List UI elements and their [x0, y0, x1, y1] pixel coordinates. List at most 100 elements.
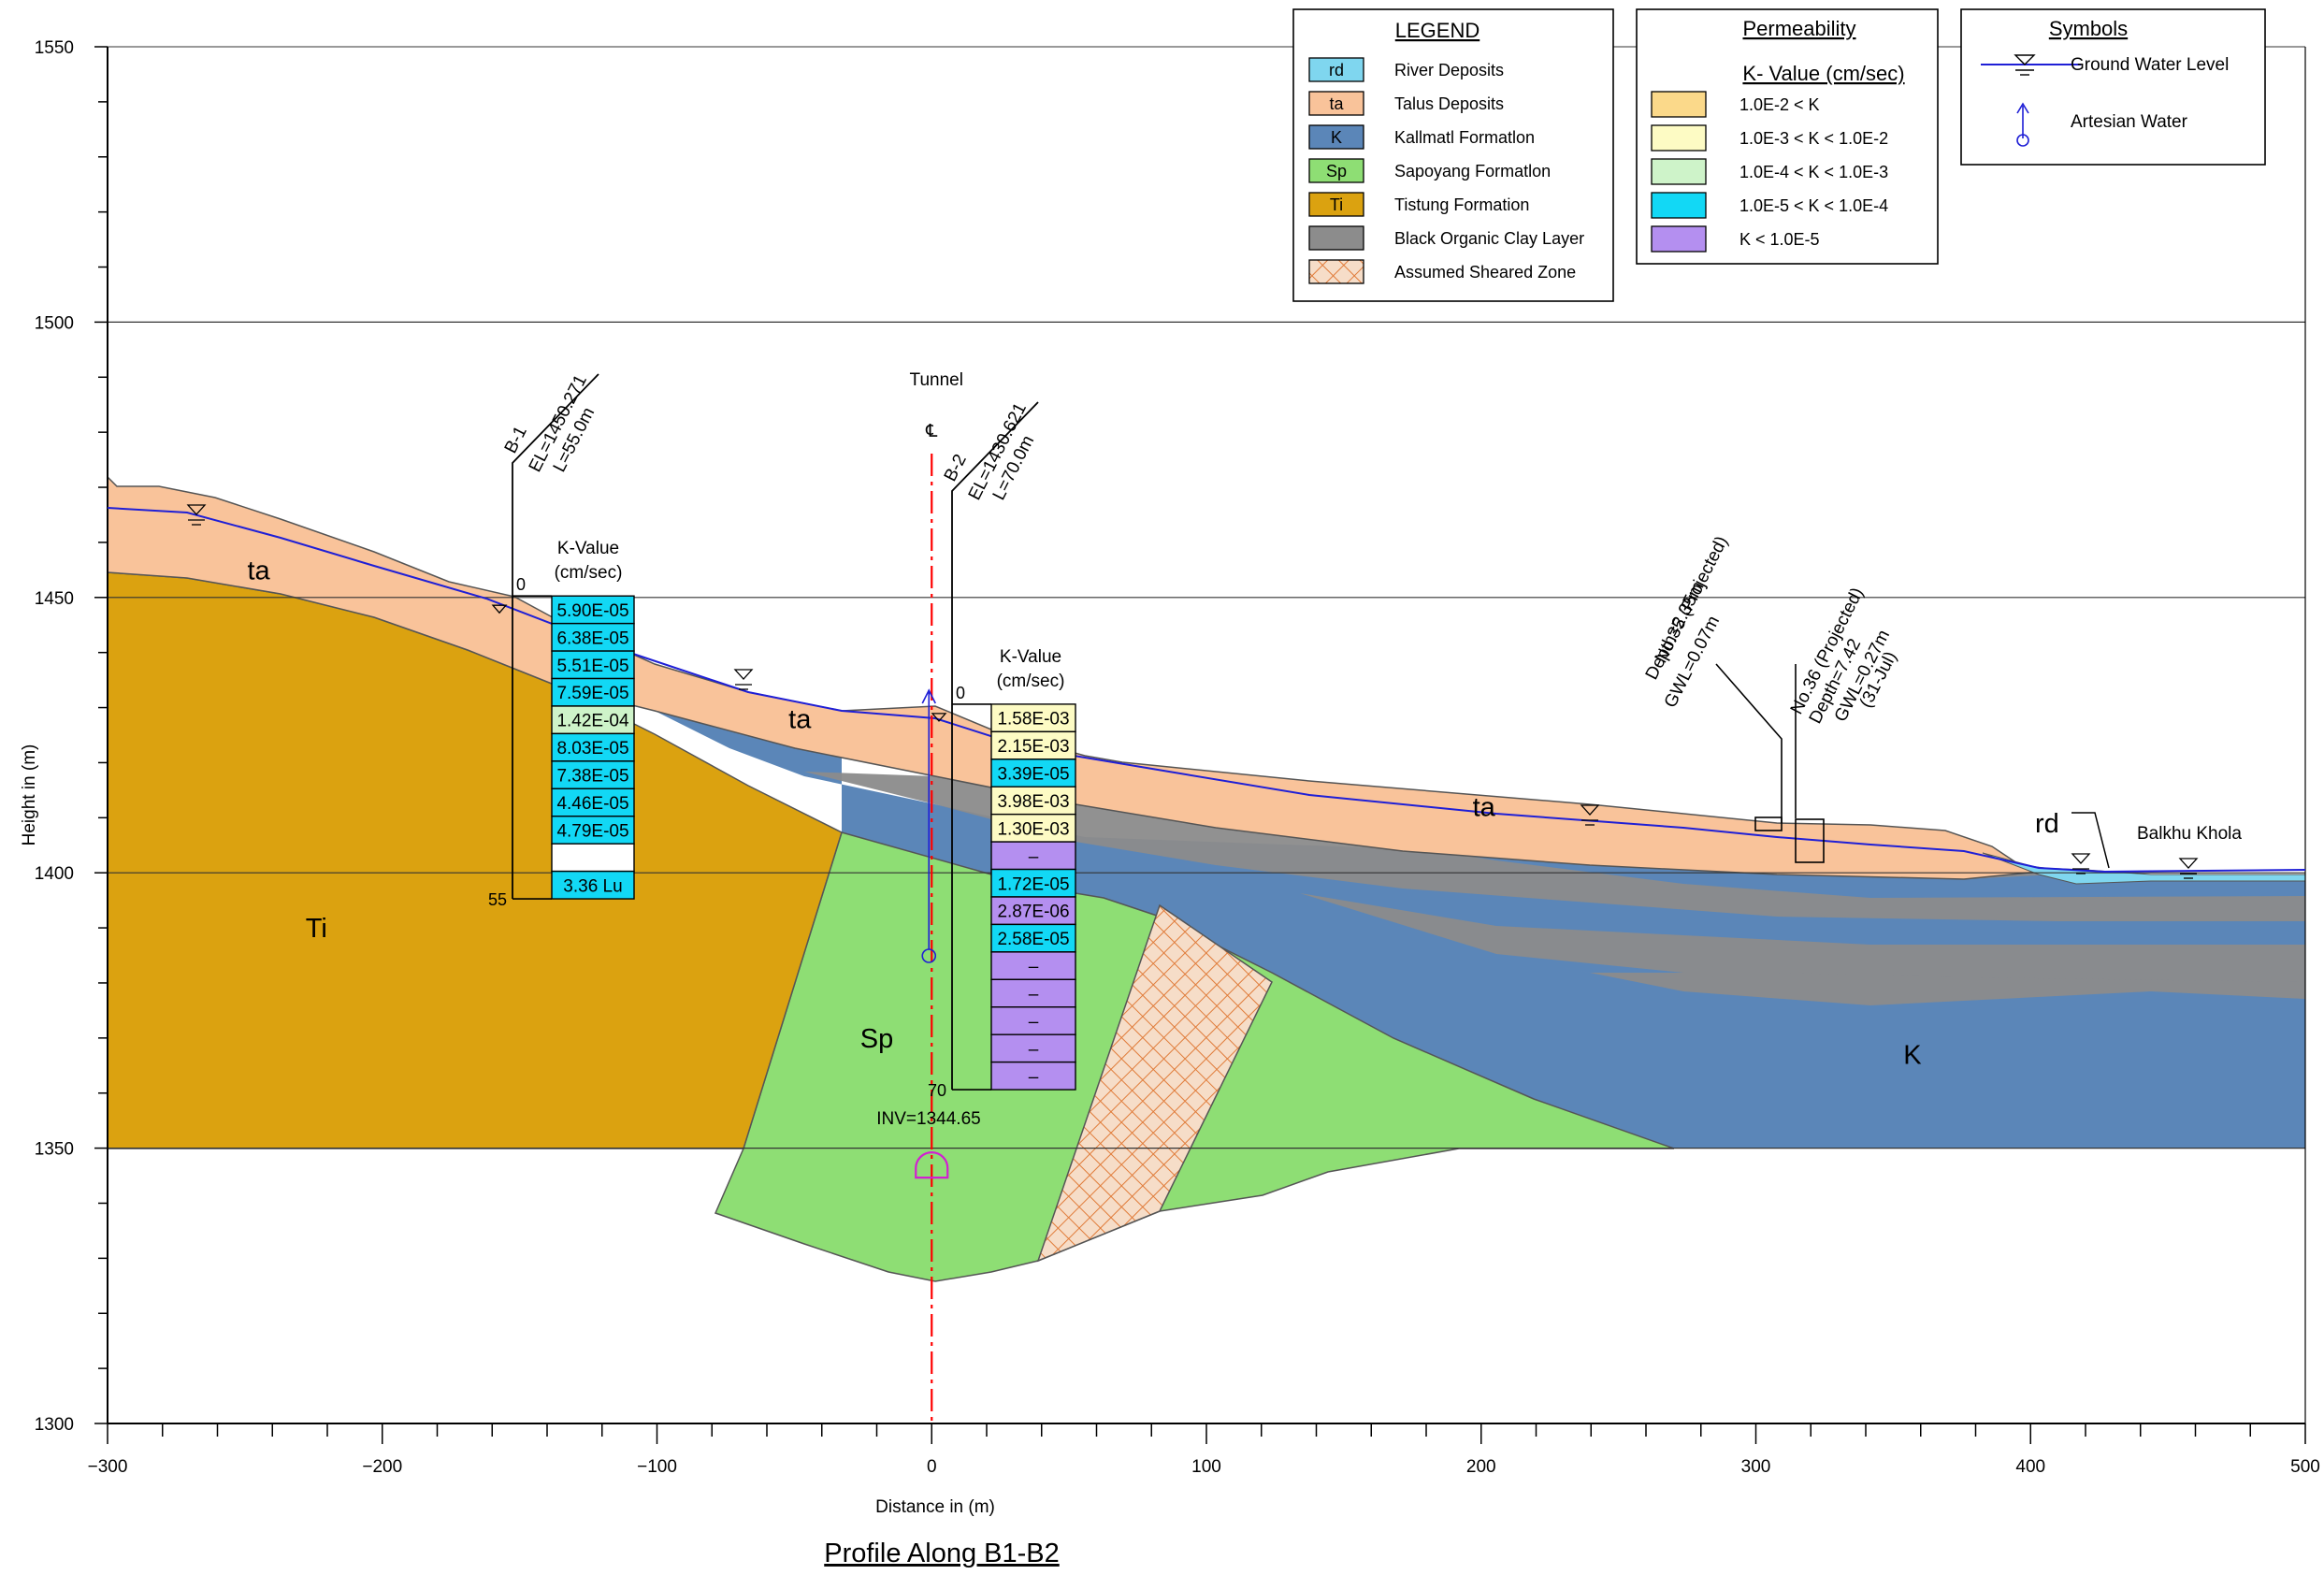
legend-swatch: [1308, 158, 1364, 183]
gwl-marker-icon: [1580, 804, 1600, 826]
gwl-marker-icon: [186, 504, 207, 526]
k-value-header: K-Value: [557, 539, 619, 558]
figure-title: Profile Along B1-B2: [824, 1539, 1059, 1568]
y-axis-label: Height in (m): [20, 744, 39, 846]
well-35-box: [1754, 816, 1783, 831]
legend-code: rd: [1329, 61, 1344, 79]
k-value-text: –: [1029, 958, 1039, 977]
permeability-swatch: [1651, 91, 1707, 118]
gwl-marker-icon: [2178, 858, 2199, 879]
k-value-unit: (cm/sec): [555, 563, 623, 583]
y-tick-label: 1300: [35, 1415, 74, 1435]
x-tick-label: 500: [2290, 1457, 2320, 1477]
x-tick-label: −200: [362, 1457, 402, 1477]
borehole-leader: [951, 401, 1039, 1091]
k-value-text: 2.58E-05: [997, 930, 1069, 949]
ground-water-level-line: [107, 507, 2306, 874]
unit-labels: ta ta ta Ti Sp Krd: [247, 556, 2058, 1070]
k-value-cell: [990, 759, 1076, 788]
symbol-label-gwl: Ground Water Level: [2071, 55, 2229, 75]
well-36-box: [1795, 818, 1825, 863]
ground-water-level-icon: [1981, 54, 2081, 76]
k-value-text: 1.30E-03: [997, 819, 1069, 839]
assumed-sheared-zone: [1036, 903, 1273, 1263]
k-value-text: 3.39E-05: [997, 765, 1069, 785]
legend-frame: [1292, 8, 1614, 302]
x-tick-label: 0: [927, 1457, 937, 1477]
legend-title: LEGEND: [1395, 19, 1480, 42]
permeability-subtitle: K- Value (cm/sec): [1742, 62, 1904, 85]
x-tick-label: 200: [1466, 1457, 1496, 1477]
k-value-text: –: [1029, 1012, 1039, 1032]
legend-label: Kallmatl Formatlon: [1394, 128, 1535, 147]
k-value-text: 4.79E-05: [556, 821, 628, 841]
legend-label: Sapoyang Formatlon: [1394, 162, 1551, 181]
k-value-text: 4.46E-05: [556, 794, 628, 814]
k-value-cell: [990, 951, 1076, 981]
gwl-marker-icon: [733, 669, 754, 690]
legend-code: K: [1331, 128, 1342, 147]
clay-lens: [1496, 954, 2305, 1005]
tistung-formation-area: [107, 571, 843, 1149]
borehole-leader: [512, 373, 599, 900]
y-tick-label: 1350: [35, 1140, 74, 1160]
k-value-cell: [551, 732, 635, 762]
permeability-title: Permeability: [1742, 17, 1855, 40]
y-tick-label: 1400: [35, 864, 74, 884]
artesian-source-icon: [921, 948, 937, 963]
legend-swatch: [1308, 91, 1364, 116]
k-value-text: –: [1029, 1067, 1039, 1087]
gwl-marker-icon: [2071, 853, 2091, 874]
legend-label: Tistung Formation: [1394, 195, 1529, 214]
tunnel-label: Tunnel: [910, 370, 963, 390]
unit-label-k: K: [1903, 1041, 1922, 1071]
permeability-label: 1.0E-2 < K: [1739, 95, 1820, 114]
boreholes: B-1EL=1450.271L=55.0mK-Value(cm/sec)0555…: [488, 372, 1076, 1100]
k-value-cell: [990, 868, 1076, 898]
depth-bottom-label: 55: [488, 890, 507, 909]
unit-label-ta: ta: [247, 556, 270, 585]
k-value-text: 3.36 Lu: [563, 876, 622, 896]
k-value-text: 7.59E-05: [556, 684, 628, 703]
clay-lens: [1300, 893, 2305, 987]
k-value-text: –: [1029, 1040, 1039, 1060]
unit-label-ti: Ti: [306, 914, 327, 944]
k-value-text: 8.03E-05: [556, 739, 628, 759]
k-value-text: –: [1029, 847, 1039, 867]
k-value-cell: [990, 841, 1076, 871]
permeability-label: K < 1.0E-5: [1739, 230, 1820, 249]
artesian-arrow-head-icon: [921, 688, 936, 704]
tunnel: Tunnel ℄ INV=1344.65: [876, 370, 981, 1423]
tunnel-section-icon: [915, 1151, 949, 1179]
y-tick-label: 1550: [35, 38, 74, 58]
k-value-header: K-Value: [1000, 647, 1061, 667]
symbols-box: Symbols Ground Water Level Artesian Wate…: [1960, 8, 2266, 166]
permeability-swatch: [1651, 192, 1707, 219]
permeability-label: 1.0E-3 < K < 1.0E-2: [1739, 129, 1888, 148]
k-value-text: 3.98E-03: [997, 792, 1069, 812]
k-value-text: 1.72E-05: [997, 874, 1069, 894]
k-value-cell: [990, 1061, 1076, 1091]
borehole-id: B-2: [941, 451, 971, 484]
k-value-cell: [551, 650, 635, 680]
x-tick-label: 400: [2015, 1457, 2045, 1477]
x-tick-label: 100: [1191, 1457, 1221, 1477]
k-value-cell: [551, 677, 635, 707]
geological-section: [107, 475, 2306, 1282]
legend-swatch: [1308, 124, 1364, 150]
artesian-water-icon: [2016, 102, 2029, 147]
k-value-text: 2.87E-06: [997, 903, 1069, 922]
k-value-cell: [551, 622, 635, 652]
k-value-cell: [551, 870, 635, 900]
k-value-text: 6.38E-05: [556, 629, 628, 648]
x-tick-label: 300: [1741, 1457, 1771, 1477]
legend-swatch: [1308, 57, 1364, 82]
k-value-text: 5.90E-05: [556, 601, 628, 621]
clay-lens: [804, 772, 2305, 921]
y-tick-label: 1500: [35, 313, 74, 333]
symbols-frame: [1960, 8, 2266, 166]
permeability-swatch: [1651, 124, 1707, 152]
k-value-text: 7.38E-05: [556, 767, 628, 787]
legend-label: Talus Deposits: [1394, 94, 1504, 113]
